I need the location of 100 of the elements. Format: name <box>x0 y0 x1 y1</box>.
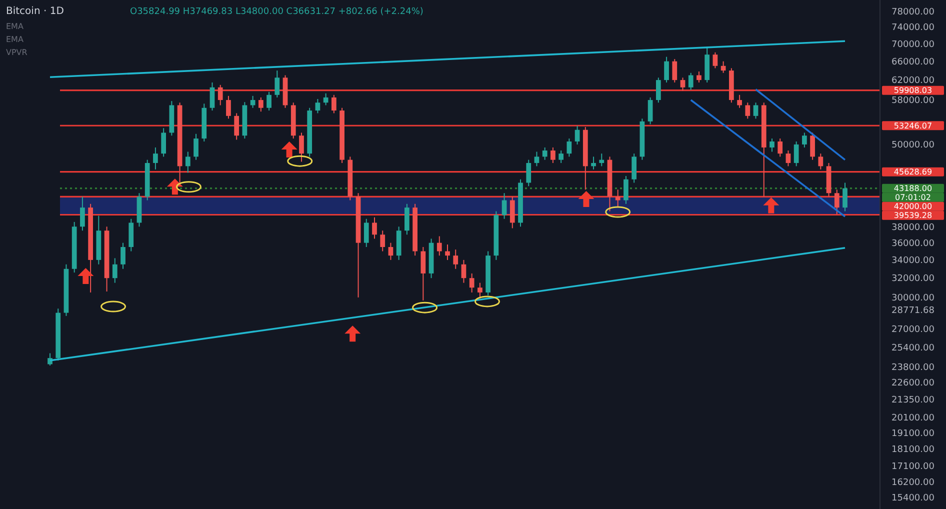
candlestick <box>615 189 620 208</box>
candlestick <box>331 94 336 114</box>
y-tick-label: 23800.00 <box>892 362 935 373</box>
y-tick-label: 16200.00 <box>892 478 935 488</box>
ref-line-label: 59908.03 <box>894 86 932 96</box>
candlestick <box>591 156 596 170</box>
y-tick-label: 58000.00 <box>892 96 935 106</box>
text: 07:01:02 <box>895 193 931 202</box>
y-tick-label: 30000.00 <box>892 294 935 304</box>
candlestick <box>185 151 190 174</box>
candlestick <box>80 196 85 232</box>
candlestick <box>469 272 474 293</box>
candlestick <box>299 132 304 162</box>
y-tick-label: 74000.00 <box>892 23 935 34</box>
candlestick <box>445 244 450 260</box>
text: Bitcoin · 1D <box>6 6 64 17</box>
candlestick <box>818 153 824 170</box>
candlestick <box>502 192 507 220</box>
candlestick <box>315 98 320 114</box>
candlestick <box>786 150 791 167</box>
annotation: O35824.99 H37469.83 L34800.00 C36631.27 +802.66 (+2.24%) <box>130 7 424 17</box>
y-tick-label: 21350.00 <box>892 395 935 406</box>
candlestick <box>550 146 556 164</box>
candlestick <box>737 94 742 108</box>
candlestick <box>558 150 564 164</box>
candlestick <box>274 70 280 98</box>
candlestick <box>194 133 198 160</box>
y-tick-label: 66000.00 <box>892 57 935 68</box>
candlestick <box>153 146 158 170</box>
candlestick <box>802 132 807 148</box>
y-tick-label: 36000.00 <box>892 238 935 249</box>
y-tick-label: 20100.00 <box>892 413 935 424</box>
y-tick-label: 18100.00 <box>892 444 935 455</box>
candlestick <box>436 236 442 256</box>
y-tick-label: 70000.00 <box>892 40 935 50</box>
candlestick <box>624 176 628 204</box>
candlestick <box>770 138 774 152</box>
candlestick <box>688 72 694 90</box>
ref-line-label: 45628.69 <box>894 168 932 177</box>
candlestick <box>364 218 369 248</box>
candlestick <box>210 82 215 112</box>
y-tick-label: 78000.00 <box>892 7 935 18</box>
candlestick <box>461 259 466 284</box>
candlestick <box>120 242 126 270</box>
candlestick <box>599 153 604 167</box>
candlestick <box>112 258 118 284</box>
candlestick <box>404 203 410 236</box>
candlestick <box>478 282 482 299</box>
candlestick <box>672 58 678 83</box>
ref-line-label: 39539.28 <box>894 211 932 220</box>
candlestick <box>534 151 540 167</box>
candlestick <box>566 138 572 158</box>
ref-line-label: 43188.00 <box>894 184 932 194</box>
text: VPVR <box>6 48 28 57</box>
candlestick <box>388 242 394 260</box>
candlestick <box>372 216 377 240</box>
candlestick <box>266 91 272 112</box>
candlestick <box>510 196 515 229</box>
candlestick <box>161 128 166 158</box>
candlestick <box>323 92 328 106</box>
candlestick <box>745 102 750 120</box>
text: EMA <box>6 22 24 31</box>
candlestick <box>778 138 783 158</box>
y-tick-label: 32000.00 <box>892 274 935 284</box>
y-tick-label: 28771.68 <box>892 306 935 316</box>
ref-line-label: 53246.07 <box>894 121 932 130</box>
candlestick <box>258 96 264 112</box>
candlestick <box>664 56 669 83</box>
y-tick-label: 15400.00 <box>892 493 935 504</box>
text: EMA <box>6 35 24 44</box>
y-tick-label: 17100.00 <box>892 462 935 472</box>
y-tick-label: 25400.00 <box>892 343 935 354</box>
candlestick <box>453 249 458 270</box>
candlestick <box>656 77 661 104</box>
candlestick <box>794 140 799 167</box>
y-tick-label: 62000.00 <box>892 76 935 86</box>
candlestick <box>842 182 848 212</box>
y-tick-label: 27000.00 <box>892 325 935 336</box>
candlestick <box>226 95 231 120</box>
y-tick-label: 50000.00 <box>892 140 935 151</box>
candlestick <box>648 96 653 125</box>
candlestick <box>712 52 718 69</box>
candlestick <box>834 189 840 215</box>
y-tick-label: 22600.00 <box>892 378 935 388</box>
candlestick <box>574 125 580 145</box>
candlestick <box>420 246 426 301</box>
candlestick <box>380 230 386 252</box>
candlestick <box>526 159 532 187</box>
candlestick <box>753 102 758 120</box>
candlestick <box>720 60 726 74</box>
candlestick <box>680 77 686 92</box>
y-tick-label: 19100.00 <box>892 428 935 439</box>
candlestick <box>218 84 223 106</box>
candlestick <box>632 153 637 184</box>
candlestick <box>234 112 240 140</box>
candlestick <box>696 70 702 83</box>
candlestick <box>542 146 548 160</box>
y-tick-label: 38000.00 <box>892 222 935 233</box>
ref-line-label: 42000.00 <box>894 202 932 212</box>
y-tick-label: 34000.00 <box>892 256 935 266</box>
